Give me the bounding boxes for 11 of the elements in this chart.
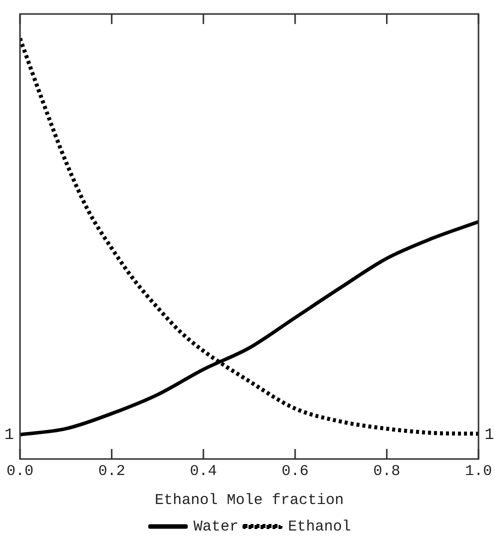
legend-label: Water xyxy=(193,518,239,536)
x-tick-label: 0.8 xyxy=(373,462,400,480)
x-tick-label: 0.4 xyxy=(190,462,217,480)
x-tick-label: 1.0 xyxy=(464,462,492,480)
annotation: 1 xyxy=(484,426,494,444)
x-tick-label: 0.0 xyxy=(6,462,34,480)
x-tick-label: 0.6 xyxy=(282,462,309,480)
x-axis-title: Ethanol Mole fraction xyxy=(154,492,344,509)
x-tick-label: 0.2 xyxy=(98,462,126,480)
annotation: 1 xyxy=(4,426,14,444)
legend-label: Ethanol xyxy=(288,518,352,536)
